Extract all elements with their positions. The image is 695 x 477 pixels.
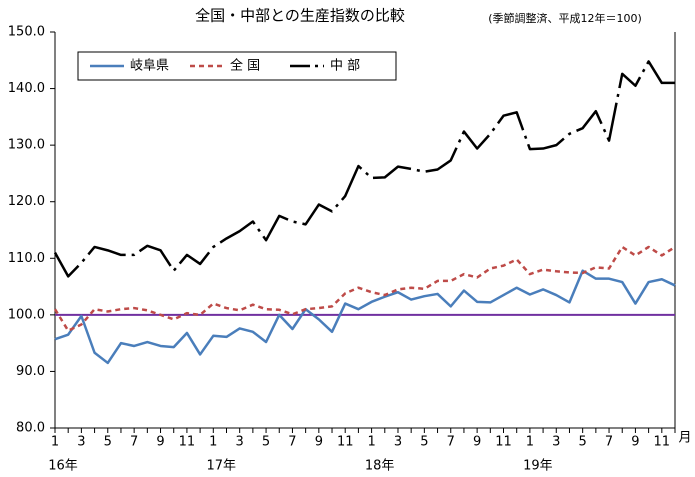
x-tick-label: 9	[473, 435, 481, 450]
x-unit: 月	[678, 431, 691, 446]
x-tick-label: 1	[367, 435, 375, 450]
x-tick-label: 3	[77, 435, 85, 450]
y-tick-label: 90.0	[16, 364, 45, 379]
x-tick-label: 5	[420, 435, 428, 450]
y-tick-label: 140.0	[8, 81, 45, 96]
chart-title: 全国・中部との生産指数の比較	[195, 7, 405, 25]
year-label: 16年	[48, 459, 78, 474]
x-tick-label: 11	[337, 435, 354, 450]
x-tick-label: 1	[526, 435, 534, 450]
y-tick-label: 100.0	[8, 307, 45, 322]
x-tick-label: 9	[156, 435, 164, 450]
series-line	[54, 269, 676, 365]
y-tick-label: 120.0	[8, 194, 45, 209]
y-tick-label: 80.0	[16, 421, 45, 436]
x-tick-label: 7	[130, 435, 138, 450]
year-label: 17年	[207, 459, 237, 474]
x-tick-label: 11	[179, 435, 196, 450]
x-tick-label: 9	[315, 435, 323, 450]
x-tick-label: 11	[654, 435, 671, 450]
x-tick-label: 1	[51, 435, 59, 450]
x-tick-label: 11	[495, 435, 512, 450]
x-tick-label: 5	[579, 435, 587, 450]
year-label: 19年	[523, 459, 553, 474]
series-line	[53, 60, 675, 278]
legend: 岐阜県 全 国 中 部	[77, 51, 397, 81]
legend-label: 岐阜県	[130, 58, 169, 74]
y-tick-label: 150.0	[8, 25, 45, 40]
y-tick-label: 130.0	[8, 138, 45, 153]
x-tick-label: 3	[394, 435, 402, 450]
x-tick-label: 9	[631, 435, 639, 450]
chart-subtitle: (季節調整済、平成12年＝100)	[488, 11, 642, 25]
legend-box	[77, 51, 397, 81]
x-tick-label: 3	[236, 435, 244, 450]
x-tick-label: 3	[552, 435, 560, 450]
legend-label: 全 国	[230, 58, 260, 74]
x-tick-label: 7	[605, 435, 613, 450]
x-tick-label: 5	[104, 435, 112, 450]
legend-label: 中 部	[330, 59, 360, 74]
x-tick-label: 7	[447, 435, 455, 450]
x-tick-label: 1	[209, 435, 217, 450]
y-tick-label: 110.0	[8, 251, 45, 266]
x-tick-label: 7	[288, 435, 296, 450]
year-label: 18年	[365, 459, 395, 474]
x-tick-label: 5	[262, 435, 270, 450]
